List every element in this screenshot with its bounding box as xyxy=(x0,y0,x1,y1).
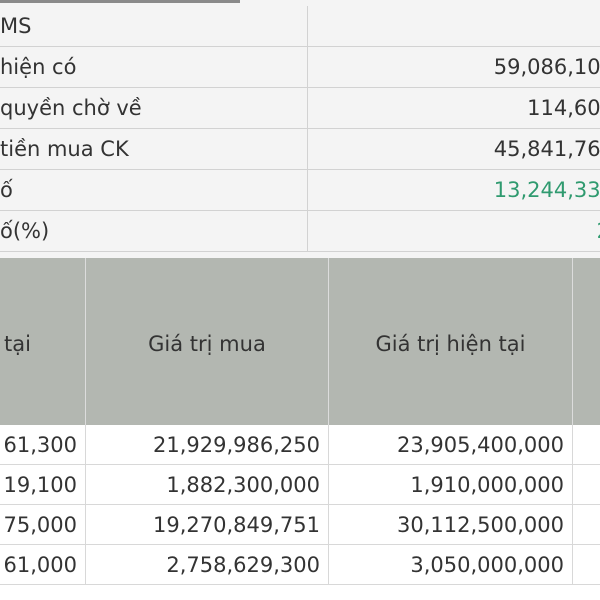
summary-value: 114,600 xyxy=(527,96,600,120)
summary-label: MS xyxy=(0,6,308,46)
holdings-table: tại Giá trị mua Giá trị hiện tại 61,300 2… xyxy=(0,258,600,600)
table-cell: 1,882,300,000 xyxy=(86,465,329,505)
table-cell: 3,050,000,000 xyxy=(329,545,573,585)
summary-row: MS xyxy=(0,6,600,47)
table-cell xyxy=(573,465,600,505)
column-header-current-value[interactable]: Giá trị hiện tại xyxy=(329,258,573,425)
summary-value xyxy=(309,6,600,46)
table-cell: 30,112,500,000 xyxy=(329,505,573,545)
summary-value: 59,086,100 xyxy=(493,55,600,79)
table-cell: 19,100 xyxy=(0,465,86,505)
summary-row: ố(%) 28. xyxy=(0,211,600,252)
summary-row: ố 13,244,334 xyxy=(0,170,600,211)
table-cell: 75,000 xyxy=(0,505,86,545)
summary-row: quyền chờ về 114,600 xyxy=(0,88,600,129)
summary-row: hiện có 59,086,100 xyxy=(0,47,600,88)
column-header[interactable] xyxy=(573,258,600,425)
summary-label: ố(%) xyxy=(0,211,308,251)
table-cell: 2,758,629,300 xyxy=(86,545,329,585)
summary-label: hiện có xyxy=(0,47,308,87)
summary-value: 45,841,765 xyxy=(493,137,600,161)
summary-label: quyền chờ về xyxy=(0,88,308,128)
table-cell: 61,300 xyxy=(0,425,86,465)
table-cell xyxy=(573,425,600,465)
table-cell: 61,000 xyxy=(0,545,86,585)
column-header-buy-value[interactable]: Giá trị mua xyxy=(86,258,329,425)
summary-label: tiền mua CK xyxy=(0,129,308,169)
table-cell: 21,929,986,250 xyxy=(86,425,329,465)
table-cell xyxy=(573,545,600,585)
profit-value: 13,244,334 xyxy=(493,178,600,202)
summary-label: ố xyxy=(0,170,308,210)
top-divider xyxy=(0,0,240,3)
table-cell: 19,270,849,751 xyxy=(86,505,329,545)
table-cell: 23,905,400,000 xyxy=(329,425,573,465)
summary-row: tiền mua CK 45,841,765 xyxy=(0,129,600,170)
column-header[interactable]: tại xyxy=(0,258,86,425)
table-cell xyxy=(573,505,600,545)
profit-percent-value: 28. xyxy=(309,211,600,251)
table-cell: 1,910,000,000 xyxy=(329,465,573,505)
